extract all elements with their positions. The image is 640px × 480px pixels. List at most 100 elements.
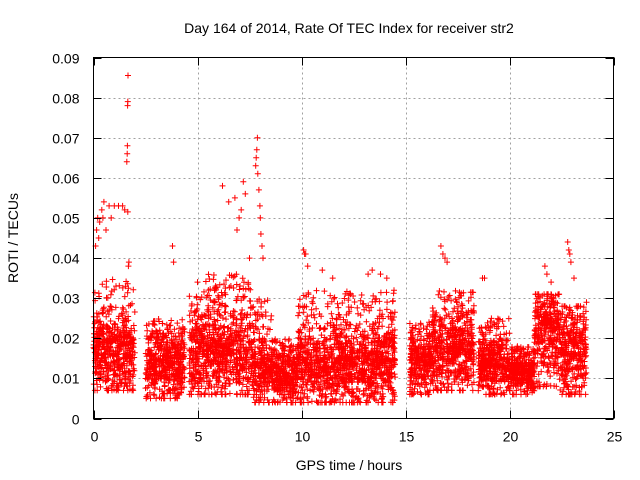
data-point [433, 386, 440, 393]
data-point [274, 388, 281, 395]
data-point [219, 352, 225, 358]
data-point [221, 355, 228, 362]
data-point [125, 367, 132, 374]
data-point [234, 293, 241, 300]
data-point [128, 325, 135, 332]
data-point [205, 271, 212, 278]
data-point [194, 301, 201, 308]
data-point [109, 336, 116, 343]
data-point [91, 324, 98, 331]
data-point [240, 375, 247, 382]
data-point [304, 313, 311, 320]
data-point [391, 309, 398, 316]
data-point [226, 390, 233, 397]
data-point [192, 355, 199, 362]
data-point [143, 393, 150, 400]
data-point [187, 318, 194, 325]
data-point [345, 388, 352, 395]
data-point [321, 288, 328, 295]
data-point [126, 374, 133, 380]
data-point [309, 300, 316, 307]
data-point [203, 368, 210, 375]
data-point [259, 335, 266, 342]
data-point [304, 369, 310, 376]
data-point [228, 352, 235, 359]
data-point [322, 399, 329, 406]
data-point [256, 345, 263, 352]
data-point [360, 338, 367, 344]
data-point [107, 318, 114, 324]
data-point [163, 321, 170, 328]
data-point [109, 325, 116, 331]
data-point [423, 326, 430, 333]
data-point [197, 314, 204, 321]
data-point [111, 360, 118, 366]
data-point [385, 324, 392, 331]
data-point [131, 327, 138, 334]
data-point [278, 360, 285, 367]
data-point [269, 338, 276, 345]
data-point [103, 284, 110, 290]
data-point [161, 390, 168, 397]
data-point [236, 377, 243, 384]
data-point [259, 391, 266, 398]
data-point [113, 283, 119, 290]
data-point [214, 351, 221, 358]
data-point [144, 327, 151, 334]
data-point [126, 331, 133, 338]
data-point [451, 305, 458, 312]
data-point [188, 301, 195, 307]
data-point [254, 326, 261, 333]
data-point [278, 366, 285, 373]
data-point [160, 362, 167, 369]
data-point [189, 356, 196, 363]
data-point [378, 313, 385, 320]
data-point [186, 365, 193, 372]
data-point [91, 289, 98, 296]
data-point [121, 293, 128, 300]
data-point [286, 344, 293, 351]
data-point [464, 382, 471, 389]
data-point [221, 281, 227, 288]
data-point [243, 358, 250, 365]
data-point [249, 304, 256, 311]
data-point [107, 303, 114, 310]
data-point [166, 377, 173, 384]
data-point [155, 360, 162, 367]
data-point [236, 332, 243, 339]
data-point [361, 359, 368, 366]
data-point [223, 316, 229, 323]
data-point [224, 325, 231, 331]
data-point [229, 336, 235, 343]
data-point [233, 297, 240, 304]
data-point [229, 330, 236, 337]
data-point [99, 310, 106, 317]
data-point [203, 338, 210, 345]
data-point [119, 304, 126, 311]
data-point [373, 295, 380, 302]
data-point [158, 347, 165, 354]
data-point [254, 298, 261, 305]
data-point [236, 286, 243, 293]
data-point [237, 348, 244, 355]
data-point [295, 328, 302, 335]
data-point [245, 281, 252, 288]
data-point [316, 325, 323, 332]
data-point [197, 371, 204, 378]
data-point [328, 298, 335, 305]
data-point [308, 398, 315, 405]
data-point [149, 353, 155, 360]
data-point [309, 325, 316, 331]
data-point [493, 332, 500, 339]
data-point [100, 352, 107, 358]
data-point [207, 361, 214, 368]
data-point [250, 394, 257, 401]
data-point [260, 367, 266, 374]
data-point [91, 334, 98, 341]
data-point [121, 375, 128, 382]
data-point [239, 381, 246, 388]
data-point [273, 379, 280, 386]
data-point [213, 350, 220, 357]
data-point [383, 289, 390, 296]
data-point [153, 327, 159, 334]
